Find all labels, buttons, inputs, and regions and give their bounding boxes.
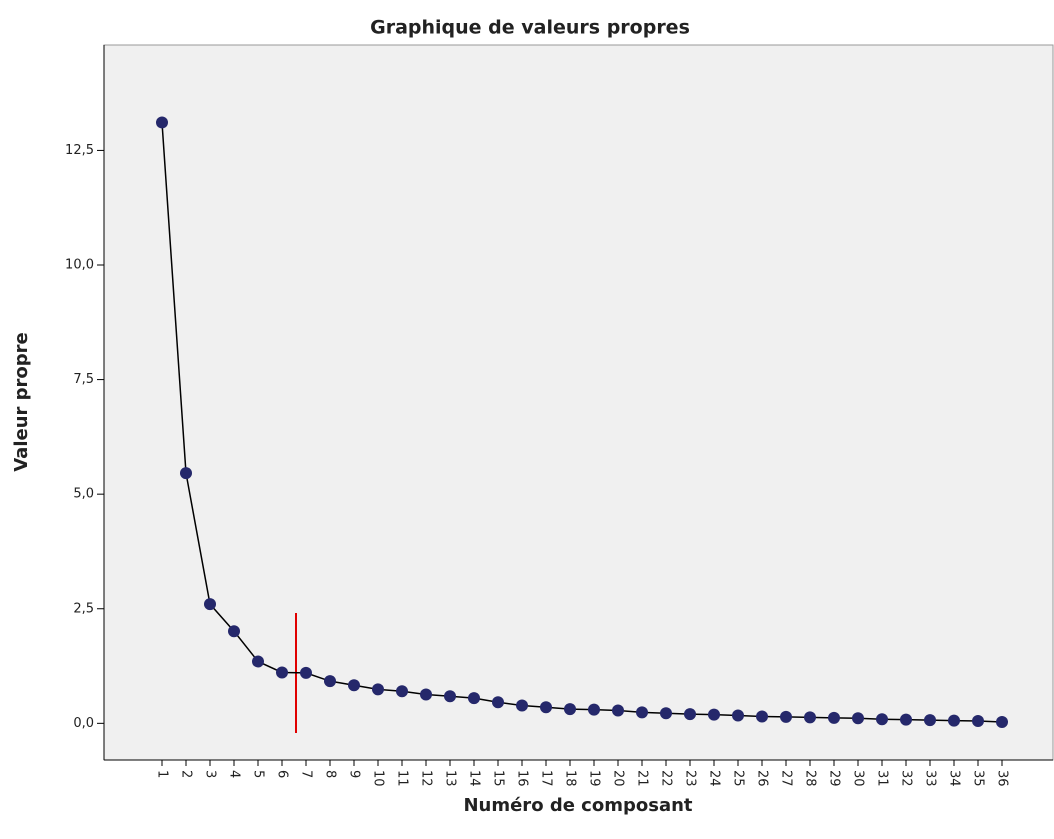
data-point [660,707,672,720]
data-point [540,701,552,714]
data-point [564,703,576,716]
data-point [780,710,792,723]
data-point [972,715,984,728]
data-point [924,714,936,727]
data-point [612,704,624,717]
y-tick-label: 7,5 [73,372,94,387]
x-tick-label: 15 [491,770,506,787]
data-point [684,708,696,721]
data-point [156,116,168,129]
x-tick-label: 16 [515,770,530,787]
x-tick-label: 5 [251,770,266,778]
data-point [852,712,864,725]
data-point [420,688,432,701]
y-axis-label: Valeur propre [11,332,32,472]
y-tick-label: 0,0 [73,716,94,731]
x-axis-label: Numéro de composant [463,795,692,816]
x-tick-label: 25 [731,770,746,787]
x-tick-label: 1 [155,770,170,778]
x-tick-label: 21 [635,770,650,787]
data-point [252,655,264,668]
x-tick-label: 11 [395,770,410,787]
x-tick-label: 23 [683,770,698,787]
data-point [348,679,360,692]
chart-title: Graphique de valeurs propres [370,17,690,39]
x-tick-label: 14 [467,770,482,787]
x-tick-label: 24 [707,770,722,787]
y-tick-label: 12,5 [65,143,94,158]
x-tick-label: 33 [923,770,938,787]
y-tick-label: 10,0 [65,258,94,273]
data-point [996,715,1008,728]
x-tick-label: 17 [539,770,554,787]
data-point [180,467,192,480]
x-tick-label: 9 [347,770,362,778]
data-point [900,713,912,726]
data-point [588,703,600,716]
data-point [708,708,720,721]
data-point [228,625,240,638]
data-point [804,711,816,724]
data-point [732,709,744,722]
data-point [276,666,288,679]
x-tick-label: 31 [875,770,890,787]
x-tick-label: 7 [299,770,314,778]
x-tick-label: 34 [947,770,962,787]
x-tick-label: 29 [827,770,842,787]
x-tick-label: 10 [371,770,386,787]
x-tick-label: 4 [227,770,242,778]
data-point [516,699,528,712]
data-point [828,711,840,724]
data-point [636,706,648,719]
x-tick-label: 13 [443,770,458,787]
x-tick-label: 27 [779,770,794,787]
data-point [468,692,480,705]
x-tick-label: 3 [203,770,218,778]
data-point [372,683,384,696]
data-point [396,685,408,698]
x-tick-label: 20 [611,770,626,787]
data-point [948,714,960,727]
data-point [444,690,456,703]
data-point [756,710,768,723]
x-tick-label: 6 [275,770,290,778]
y-tick-label: 5,0 [73,487,94,502]
x-tick-label: 12 [419,770,434,787]
x-tick-label: 26 [755,770,770,787]
x-tick-label: 32 [899,770,914,787]
data-point [300,666,312,679]
x-tick-label: 2 [179,770,194,778]
x-tick-label: 30 [851,770,866,787]
x-tick-label: 19 [587,770,602,787]
data-point [324,675,336,688]
data-point [876,713,888,726]
data-point [492,696,504,709]
x-tick-label: 35 [971,770,986,787]
x-tick-label: 8 [323,770,338,778]
plot-area [103,44,1054,761]
x-tick-label: 22 [659,770,674,787]
x-tick-label: 28 [803,770,818,787]
data-point [204,598,216,611]
x-tick-label: 18 [563,770,578,787]
y-tick-label: 2,5 [73,601,94,616]
x-tick-label: 36 [995,770,1010,787]
